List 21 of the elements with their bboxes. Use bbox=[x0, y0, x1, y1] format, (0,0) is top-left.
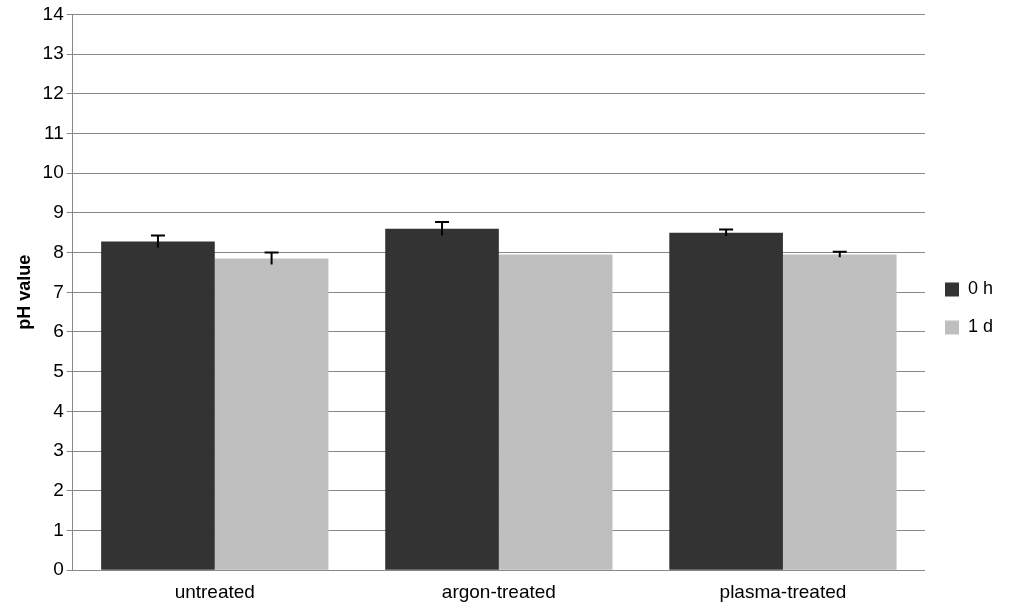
y-tick-label: 1 bbox=[53, 518, 64, 540]
y-tick-label: 10 bbox=[42, 161, 64, 183]
x-tick-label: untreated bbox=[174, 580, 255, 602]
x-tick-label: argon-treated bbox=[441, 580, 556, 602]
y-tick-label: 7 bbox=[53, 280, 64, 302]
y-tick-label: 9 bbox=[53, 201, 64, 223]
y-tick-label: 0 bbox=[53, 558, 64, 580]
x-tick-label: plasma-treated bbox=[719, 580, 847, 602]
y-tick-label: 12 bbox=[42, 82, 64, 104]
y-tick-label: 4 bbox=[53, 399, 65, 421]
y-tick-label: 3 bbox=[53, 439, 64, 461]
legend-label: 1 d bbox=[967, 316, 994, 337]
y-tick-label: 8 bbox=[53, 240, 64, 262]
y-tick-label: 6 bbox=[53, 320, 64, 342]
y-tick-label: 11 bbox=[44, 121, 64, 143]
y-tick-label: 5 bbox=[53, 359, 64, 381]
legend-label: 0 h bbox=[967, 278, 994, 299]
y-axis-title: pH value bbox=[13, 254, 34, 330]
y-tick-label: 13 bbox=[42, 42, 64, 64]
y-tick-label: 2 bbox=[53, 479, 64, 501]
y-tick-label: 14 bbox=[42, 2, 65, 24]
